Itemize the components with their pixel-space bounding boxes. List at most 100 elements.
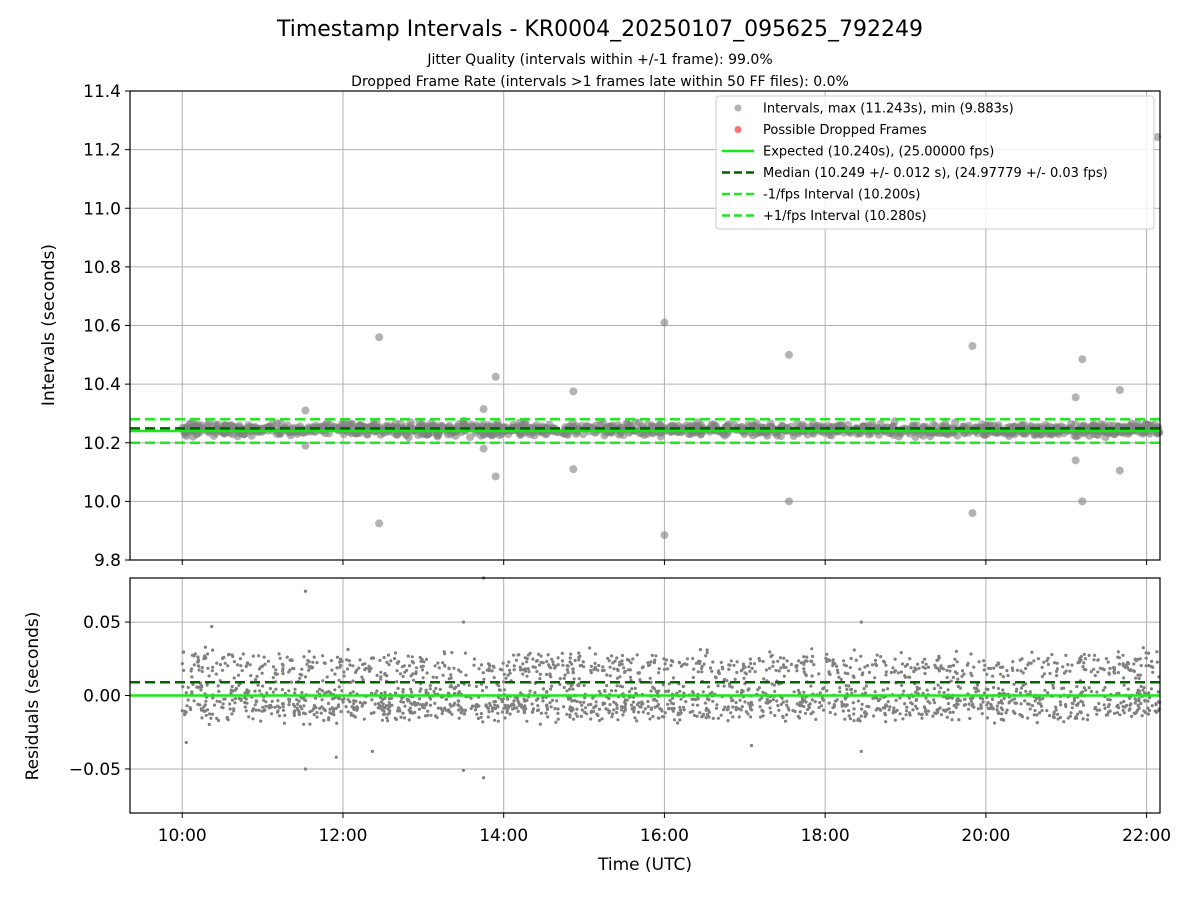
residual-point — [1041, 696, 1045, 701]
residual-point — [433, 714, 438, 718]
residual-point — [516, 709, 520, 714]
residual-point — [348, 663, 352, 667]
interval-point — [1066, 425, 1075, 434]
residual-point — [545, 689, 549, 694]
residual-point — [243, 705, 247, 709]
residual-point — [567, 697, 571, 701]
residual-point — [1119, 701, 1123, 705]
residual-point — [521, 672, 525, 676]
residual-point — [541, 687, 546, 691]
residual-point — [223, 661, 227, 665]
residual-point — [363, 701, 367, 705]
residual-point — [417, 715, 421, 720]
residual-point — [209, 716, 213, 720]
residual-point — [315, 715, 319, 719]
residual-point — [410, 690, 414, 694]
residual-point — [352, 699, 356, 703]
interval-outlier-point — [1071, 393, 1080, 402]
residual-point — [1137, 697, 1141, 701]
residual-point — [1134, 698, 1138, 702]
residual-point — [460, 707, 464, 712]
residual-point — [779, 702, 783, 707]
residual-point — [723, 705, 727, 709]
residual-point — [1029, 661, 1033, 665]
residual-point — [1042, 672, 1046, 676]
residual-point — [963, 703, 967, 707]
residual-point — [426, 709, 430, 713]
residual-point — [185, 704, 189, 708]
residual-point — [1115, 711, 1120, 715]
residual-point — [1132, 669, 1136, 674]
residual-point — [618, 675, 622, 679]
residual-point — [318, 687, 322, 691]
residual-point — [752, 662, 757, 666]
residual-point — [581, 660, 585, 664]
residual-point — [1095, 690, 1099, 694]
residual-point — [236, 673, 241, 677]
residual-point — [862, 687, 866, 691]
residual-point — [575, 707, 579, 711]
chart-subtitle-jitter: Jitter Quality (intervals within +/-1 fr… — [426, 52, 772, 68]
top-y-tick-label: 10.4 — [83, 375, 121, 395]
residual-point — [1136, 688, 1140, 692]
residual-point — [704, 708, 708, 712]
residual-point — [502, 680, 506, 684]
residual-point — [395, 680, 399, 684]
top-reference-lines — [130, 418, 1160, 444]
residual-point — [705, 697, 710, 701]
interval-point — [451, 425, 460, 434]
residual-point — [505, 664, 509, 668]
residual-point — [1050, 652, 1054, 657]
residual-point — [899, 651, 903, 655]
residual-point — [447, 708, 451, 712]
residual-point — [400, 696, 404, 701]
residual-point — [822, 698, 826, 702]
residual-point — [804, 673, 808, 678]
residual-point — [328, 707, 332, 711]
residual-point — [733, 677, 737, 681]
residual-point — [525, 674, 529, 678]
top-y-tick-label: 11.4 — [83, 82, 121, 102]
interval-outlier-point — [479, 444, 488, 453]
residual-point — [376, 702, 381, 706]
residual-point — [1020, 657, 1024, 661]
residual-point — [955, 702, 959, 706]
residual-point — [1025, 702, 1030, 706]
residual-point — [348, 691, 352, 695]
residual-point — [352, 702, 356, 706]
residual-point — [914, 698, 918, 703]
residual-point — [221, 702, 225, 706]
residual-point — [932, 698, 936, 702]
residual-point — [531, 710, 535, 714]
residual-point — [758, 698, 762, 702]
residual-point — [960, 674, 964, 679]
residual-point — [600, 717, 604, 721]
residual-point — [1089, 670, 1093, 674]
residual-point — [575, 699, 579, 704]
residual-point — [981, 700, 985, 704]
residual-point — [406, 654, 410, 658]
residual-point — [307, 649, 311, 654]
residual-point — [962, 672, 966, 676]
residual-point — [597, 663, 601, 668]
residual-point — [999, 672, 1003, 676]
residual-point — [291, 666, 295, 671]
residual-point — [556, 717, 560, 721]
residual-point — [244, 664, 248, 669]
residual-point — [484, 685, 489, 689]
residual-point — [337, 678, 341, 683]
residual-point — [633, 716, 637, 720]
x-axis-label: Time (UTC) — [597, 855, 692, 875]
chart-title: Timestamp Intervals - KR0004_20250107_09… — [276, 17, 923, 42]
residual-point — [230, 712, 234, 716]
residual-point — [948, 669, 952, 673]
interval-point — [631, 418, 640, 427]
residual-point — [302, 697, 306, 702]
residual-point — [1121, 708, 1125, 712]
residual-point — [1001, 688, 1005, 692]
residual-point — [369, 691, 374, 695]
residual-point — [748, 669, 752, 674]
residual-point — [1121, 653, 1125, 657]
residual-point — [825, 689, 829, 693]
interval-point — [723, 422, 732, 431]
